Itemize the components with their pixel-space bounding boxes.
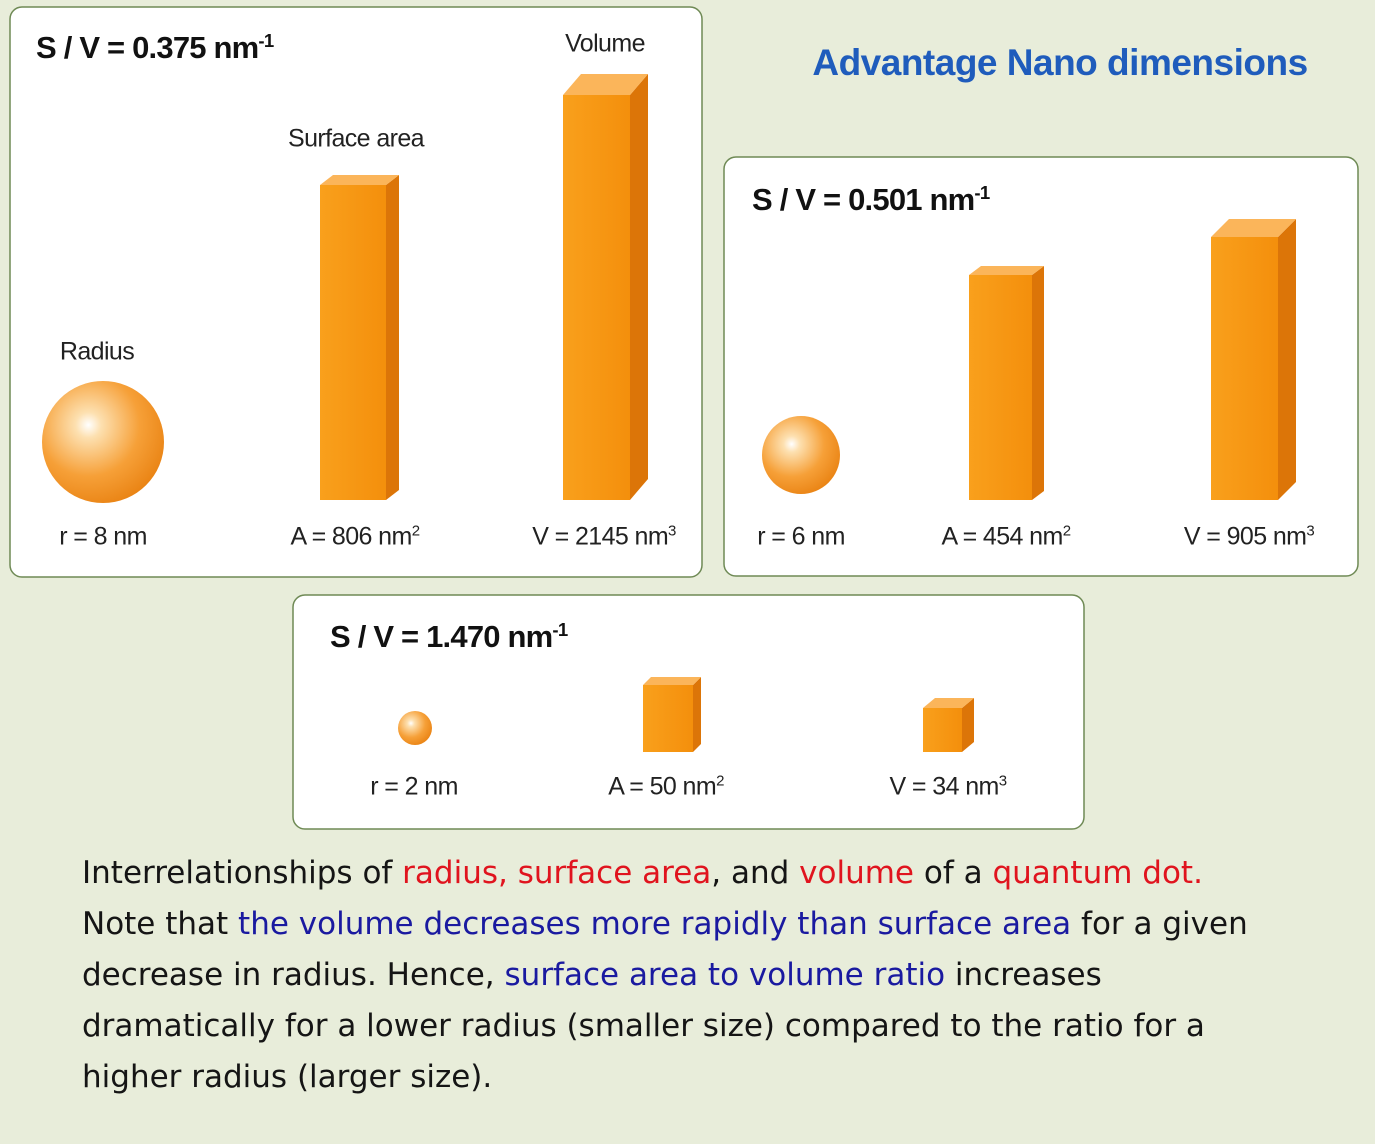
caption-segment: the volume decreases more rapidly than s…: [238, 906, 1072, 942]
volume-value-text: V = 2145 nm: [532, 522, 669, 551]
volume-value: V = 2145 nm3: [532, 522, 676, 551]
bar-side: [1032, 266, 1044, 500]
caption-segment: increases dramatically for a lower radiu…: [82, 957, 1205, 1095]
bar-side: [962, 698, 974, 752]
caption-segment: for a given decrease in radius. Hence,: [82, 906, 1248, 993]
volume-value-text: V = 34 nm: [889, 772, 1000, 801]
bar-front: [969, 275, 1032, 500]
caption-segment: Interrelationships of: [82, 855, 403, 891]
bar-top: [563, 74, 648, 95]
caption: Interrelationships of radius, surface ar…: [82, 848, 1282, 1103]
bar-top: [969, 266, 1044, 275]
bar-front: [1211, 237, 1278, 500]
bar-front: [563, 95, 630, 500]
area-value-sup: 2: [1062, 522, 1071, 540]
volume-value-text: V = 905 nm: [1183, 522, 1307, 551]
radius-value-text: r = 6 nm: [757, 522, 845, 551]
bar-side: [1278, 219, 1296, 500]
ratio-label: S / V = 1.470 nm-1: [330, 618, 568, 655]
area-value: A = 50 nm2: [608, 772, 724, 801]
caption-segment: , and: [711, 855, 800, 891]
caption-segment: of a: [914, 855, 993, 891]
ratio-label-sup: -1: [552, 618, 568, 640]
area-value-sup: 2: [411, 522, 420, 540]
ratio-label-text: S / V = 0.501 nm: [752, 182, 975, 218]
area-value: A = 454 nm2: [941, 522, 1072, 551]
area-value-text: A = 806 nm: [290, 522, 413, 551]
volume-value-sup: 3: [668, 522, 676, 540]
ratio-label-text: S / V = 1.470 nm: [330, 619, 553, 655]
sphere: [42, 381, 164, 503]
bar-top: [643, 677, 701, 685]
bar-top: [923, 698, 974, 708]
caption-segment: quantum dot.: [992, 855, 1203, 891]
ratio-label: S / V = 0.375 nm-1: [36, 29, 274, 66]
bar-top: [1211, 219, 1296, 237]
ratio-label-sup: -1: [974, 181, 990, 203]
caption-segment: surface area to volume ratio: [504, 957, 946, 993]
caption-segment: radius, surface area: [402, 855, 712, 891]
bar-side: [693, 677, 701, 752]
ratio-label-text: S / V = 0.375 nm: [36, 30, 259, 66]
volume-value: V = 34 nm3: [889, 772, 1008, 801]
shape-label: Volume: [565, 29, 645, 58]
area-value: A = 806 nm2: [290, 522, 421, 551]
volume-value-sup: 3: [998, 772, 1007, 790]
shape-label: Radius: [59, 337, 135, 366]
radius-value-text: r = 8 nm: [59, 522, 147, 551]
bar-front: [643, 685, 693, 752]
radius-value: r = 2 nm: [370, 773, 458, 802]
ratio-label: S / V = 0.501 nm-1: [752, 181, 990, 218]
bar-top: [320, 175, 399, 185]
volume-value-sup: 3: [1306, 522, 1315, 540]
radius-value: r = 6 nm: [757, 523, 845, 552]
radius-value-text: r = 2 nm: [370, 772, 458, 801]
bar-front: [923, 708, 962, 752]
area-value-text: A = 50 nm: [608, 772, 717, 801]
sphere: [762, 416, 840, 494]
caption-segment: volume: [799, 855, 914, 891]
caption-segment: Note that: [82, 906, 239, 942]
bar-front: [320, 185, 386, 500]
ratio-label-sup: -1: [258, 29, 274, 51]
sphere: [398, 711, 432, 745]
title: Advantage Nano dimensions: [812, 42, 1308, 83]
area-value-sup: 2: [716, 772, 724, 790]
volume-value: V = 905 nm3: [1183, 522, 1315, 551]
bar-side: [630, 74, 648, 500]
area-value-text: A = 454 nm: [941, 522, 1064, 551]
radius-value: r = 8 nm: [59, 523, 147, 552]
bar-side: [386, 175, 399, 500]
shape-label: Surface area: [288, 124, 425, 153]
